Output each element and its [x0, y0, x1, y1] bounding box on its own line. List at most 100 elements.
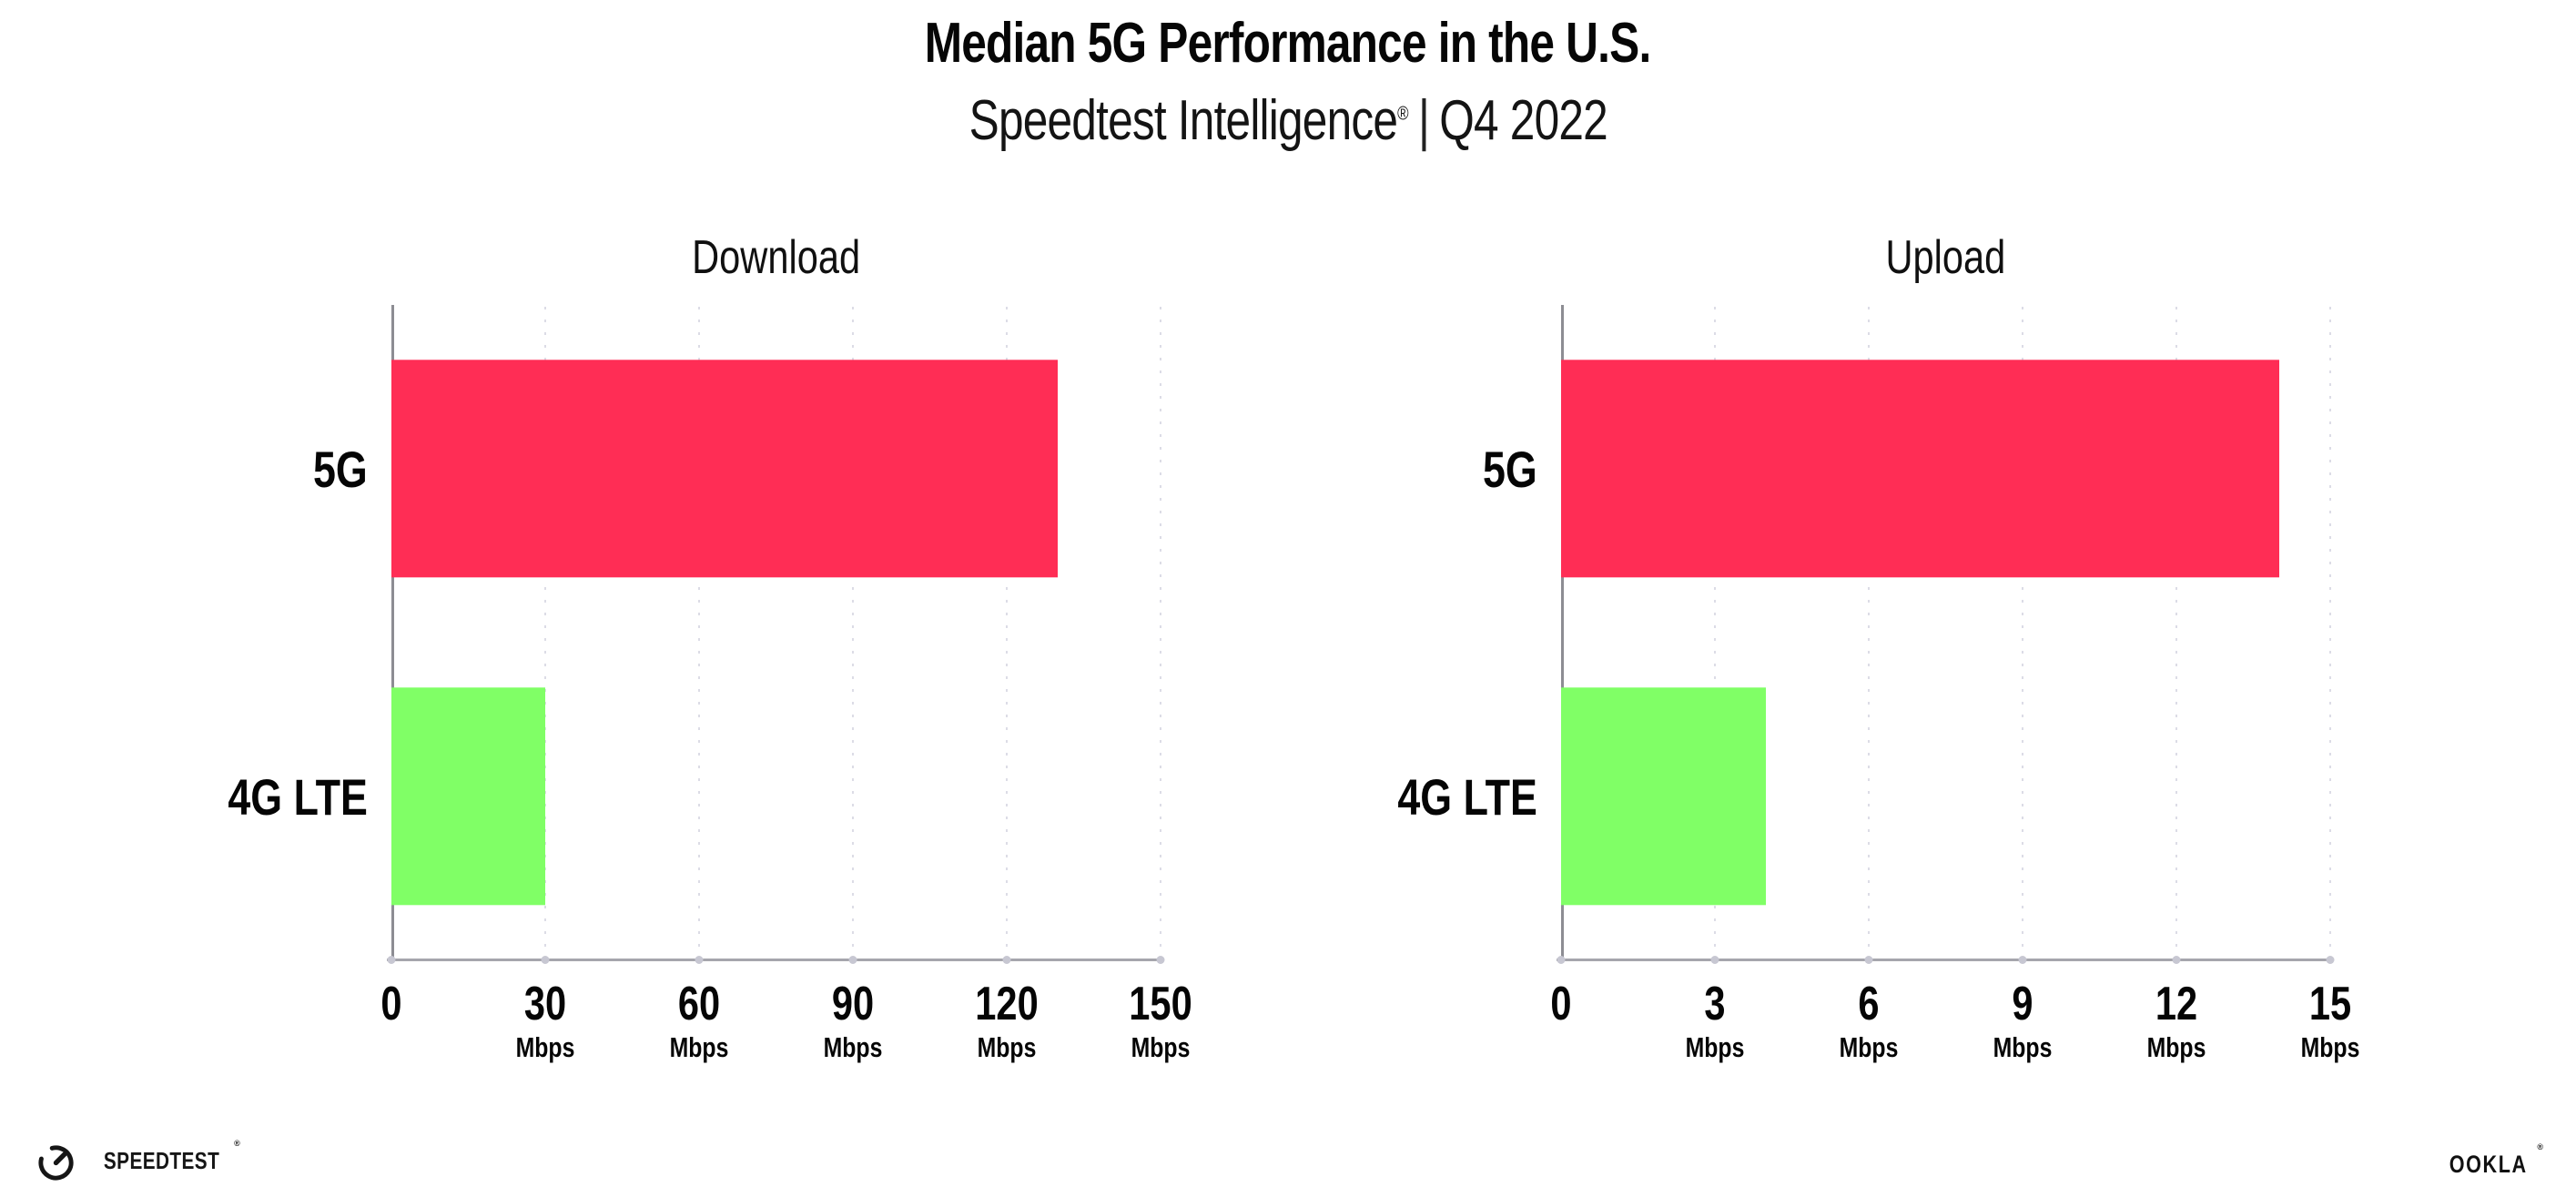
y-axis-line — [1561, 305, 1564, 960]
x-axis-line — [1557, 959, 2331, 961]
gridline-90 — [852, 307, 854, 960]
tick-value: 150 — [1129, 978, 1192, 1030]
speedtest-logo: SPEEDTEST ® — [35, 1139, 241, 1182]
gridline-9 — [2022, 307, 2023, 960]
bar-4g-lte — [1561, 687, 1767, 906]
plot-area-download — [387, 305, 1165, 964]
tick-unit: Mbps — [1839, 1031, 1899, 1063]
gridline-12 — [2175, 307, 2177, 960]
tick-value: 15 — [2308, 978, 2352, 1030]
axis-tick-dot-12 — [2172, 956, 2181, 964]
gridline-15 — [2329, 307, 2331, 960]
tick-label-0: 0 — [379, 980, 405, 1028]
gridline-3 — [1714, 307, 1716, 960]
axis-tick-dot-0 — [1557, 956, 1566, 964]
x-axis-line — [387, 959, 1161, 961]
subtitle-period: Q4 2022 — [1438, 89, 1607, 152]
bar-4g-lte — [391, 687, 545, 906]
axis-tick-dot-3 — [1710, 956, 1719, 964]
tick-unit: Mbps — [669, 1031, 729, 1063]
axis-tick-dot-6 — [1864, 956, 1873, 964]
tick-unit: Mbps — [2300, 1031, 2360, 1063]
gridline-60 — [698, 307, 700, 960]
axis-tick-dot-120 — [1002, 956, 1011, 964]
axis-tick-dot-0 — [387, 956, 396, 964]
y-axis-line — [391, 305, 394, 960]
tick-unit: Mbps — [1685, 1031, 1745, 1063]
gridline-120 — [1006, 307, 1008, 960]
tick-value: 12 — [2155, 978, 2198, 1030]
speedtest-logo-text: SPEEDTEST — [103, 1147, 220, 1174]
tick-value: 6 — [1858, 978, 1880, 1030]
tick-value: 90 — [831, 978, 875, 1030]
category-label-4g-lte: 4G LTE — [100, 633, 391, 960]
tick-value: 30 — [523, 978, 567, 1030]
tick-label-0: 0 — [1548, 980, 1575, 1028]
axis-tick-dot-9 — [2018, 956, 2027, 964]
tick-unit: Mbps — [977, 1031, 1037, 1063]
tick-label-30: 30 Mbps — [509, 980, 583, 1061]
speedtest-registered-mark: ® — [234, 1139, 241, 1148]
category-label-5g: 5G — [1270, 305, 1561, 633]
gridline-6 — [1868, 307, 1870, 960]
speedtest-gauge-icon — [38, 1145, 74, 1181]
axis-tick-dot-150 — [1156, 956, 1165, 964]
category-label-4g-lte: 4G LTE — [1270, 633, 1561, 960]
tick-label-9: 9 Mbps — [1986, 980, 2060, 1061]
category-label-text: 4G LTE — [1397, 767, 1538, 826]
ookla-logo: OOKLA ® — [2439, 1142, 2545, 1179]
subtitle-registered-mark: ® — [1396, 103, 1408, 125]
tick-label-3: 3 Mbps — [1678, 980, 1752, 1061]
tick-unit: Mbps — [2146, 1031, 2206, 1063]
tick-unit: Mbps — [515, 1031, 575, 1063]
gridline-30 — [544, 307, 546, 960]
page-title-text: Median 5G Performance in the U.S. — [925, 12, 1652, 75]
bar-row-5g — [391, 305, 1161, 633]
tick-unit: Mbps — [823, 1031, 883, 1063]
category-label-text: 5G — [313, 440, 368, 498]
axis-tick-dot-90 — [848, 956, 857, 964]
axis-tick-dot-15 — [2326, 956, 2335, 964]
tick-label-60: 60 Mbps — [663, 980, 736, 1061]
header: Median 5G Performance in the U.S. Speedt… — [0, 11, 2576, 153]
tick-value: 0 — [380, 978, 402, 1030]
tick-label-12: 12 Mbps — [2140, 980, 2214, 1061]
chart-upload: Upload 5G 4G LTE 0 3 Mbps 6 Mbps 9 Mbps 12 Mbps 15… — [1270, 208, 2360, 1097]
bar-row-5g — [1561, 305, 2330, 633]
tick-label-90: 90 Mbps — [816, 980, 890, 1061]
chart-download: Download 5G 4G LTE 0 30 Mbps 60 Mbps 90 Mbps 120… — [100, 208, 1192, 1097]
bar-5g — [1561, 360, 2279, 578]
page-subtitle: Speedtest Intelligence® | Q4 2022 — [0, 88, 2576, 153]
tick-label-15: 15 Mbps — [2294, 980, 2368, 1061]
ookla-registered-mark: ® — [2537, 1142, 2545, 1151]
category-axis-upload: 5G 4G LTE — [1270, 305, 1561, 960]
tick-label-150: 150 Mbps — [1121, 980, 1201, 1061]
axis-tick-dot-60 — [695, 956, 704, 964]
page-title: Median 5G Performance in the U.S. — [0, 11, 2576, 76]
x-axis-labels-upload: 0 3 Mbps 6 Mbps 9 Mbps 12 Mbps 15 Mbps — [1550, 960, 2359, 1097]
category-label-text: 5G — [1483, 440, 1537, 498]
bar-row-4g-lte — [391, 633, 1161, 960]
tick-label-6: 6 Mbps — [1832, 980, 1906, 1061]
x-axis-labels-download: 0 30 Mbps 60 Mbps 90 Mbps 120 Mbps 150 Mbps — [380, 960, 1192, 1097]
bar-5g — [391, 360, 1059, 578]
ookla-logo-text: OOKLA — [2449, 1151, 2528, 1178]
bar-row-4g-lte — [1561, 633, 2330, 960]
subtitle-brand: Speedtest Intelligence — [969, 89, 1397, 152]
tick-value: 60 — [677, 978, 721, 1030]
tick-value: 3 — [1704, 978, 1726, 1030]
chart-title-upload: Upload — [1885, 231, 2006, 284]
plot-area-upload — [1557, 305, 2335, 964]
category-axis-download: 5G 4G LTE — [100, 305, 391, 960]
subtitle-separator: | — [1417, 89, 1430, 152]
chart-title-download: Download — [691, 231, 860, 284]
tick-value: 0 — [1550, 978, 1572, 1030]
axis-tick-dot-30 — [541, 956, 550, 964]
tick-label-120: 120 Mbps — [968, 980, 1047, 1061]
category-label-text: 4G LTE — [228, 767, 369, 826]
tick-unit: Mbps — [1993, 1031, 2053, 1063]
tick-value: 9 — [2012, 978, 2033, 1030]
gridline-150 — [1160, 307, 1161, 960]
tick-value: 120 — [975, 978, 1039, 1030]
